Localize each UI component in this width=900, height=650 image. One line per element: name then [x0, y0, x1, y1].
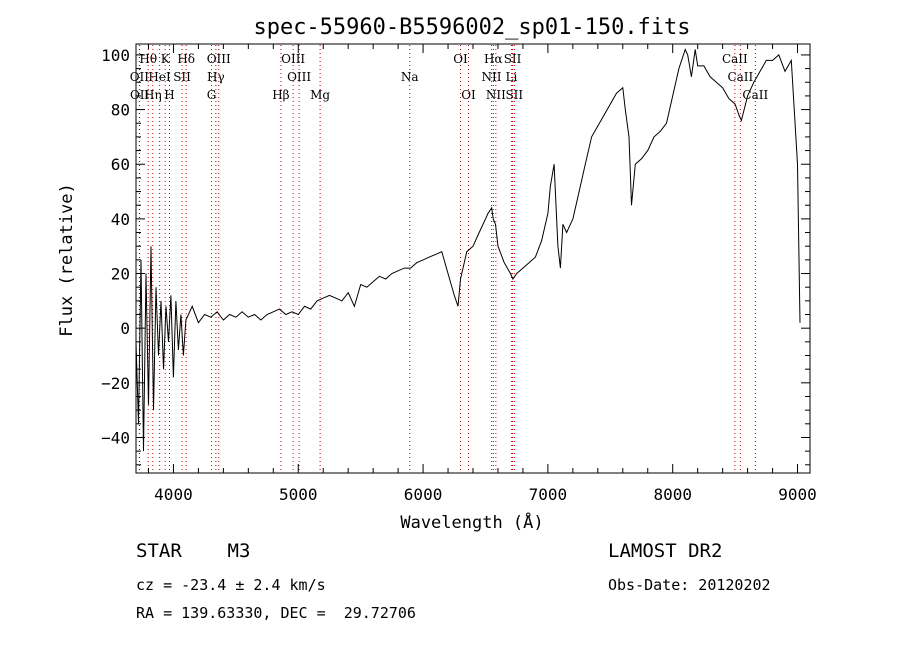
- object-class: STAR M3: [136, 540, 250, 562]
- line-marker-label: OIII: [281, 52, 305, 66]
- x-tick-label: 5000: [279, 485, 318, 504]
- line-marker-label: CaII: [742, 88, 768, 102]
- line-marker-label: G: [207, 88, 217, 102]
- line-marker-label: OII: [130, 70, 150, 84]
- x-tick-label: 9000: [778, 485, 817, 504]
- line-marker-label: SII: [504, 52, 522, 66]
- y-tick-label: 0: [120, 319, 130, 338]
- line-marker-label: OIII: [287, 70, 311, 84]
- x-axis-label: Wavelength (Å): [400, 511, 543, 533]
- line-marker-label: Hδ: [177, 52, 195, 66]
- chart-title: spec-55960-B5596002_sp01-150.fits: [253, 15, 690, 40]
- y-tick-label: 80: [111, 101, 130, 120]
- line-marker-label: H: [164, 88, 174, 102]
- x-tick-label: 7000: [529, 485, 568, 504]
- coordinates-label: RA = 139.63330, DEC = 29.72706: [136, 604, 416, 622]
- line-marker-label: Hη: [144, 88, 162, 102]
- plot-frame: [135, 43, 811, 474]
- y-tick-label: 100: [101, 46, 130, 65]
- line-marker-label: K: [161, 52, 171, 66]
- line-marker-label: Hα: [484, 52, 503, 66]
- class-label: STAR: [136, 540, 182, 562]
- flux-series-line: [135, 48, 801, 452]
- line-marker-label: OII: [130, 88, 150, 102]
- y-tick-label: 20: [111, 265, 130, 284]
- line-marker-label: SII: [173, 70, 191, 84]
- line-marker-label: OIII: [207, 52, 231, 66]
- line-markers: [138, 45, 756, 472]
- line-marker-label: NII: [481, 70, 501, 84]
- line-marker-label: Hθ: [139, 52, 157, 66]
- x-axis-ticks: 4000 5000 6000 7000 8000 9000: [147, 44, 817, 504]
- line-marker-label: CaII: [727, 70, 753, 84]
- line-marker-label: Hγ: [207, 70, 225, 84]
- redshift-label: cz = -23.4 ± 2.4 km/s: [136, 576, 326, 594]
- x-tick-label: 6000: [404, 485, 443, 504]
- line-marker-label: Li: [506, 70, 518, 84]
- line-marker-label: NII: [486, 88, 506, 102]
- x-tick-label: 8000: [653, 485, 692, 504]
- y-tick-label: 40: [111, 210, 130, 229]
- line-marker-label: Na: [401, 70, 419, 84]
- x-tick-label: 4000: [154, 485, 193, 504]
- line-marker-label: HeI: [148, 70, 171, 84]
- obs-date-label: Obs-Date: 20120202: [608, 576, 771, 594]
- line-marker-label: Mg: [310, 88, 330, 102]
- line-marker-label: CaII: [722, 52, 748, 66]
- subclass-label: M3: [227, 540, 251, 562]
- line-marker-label: SII: [505, 88, 523, 102]
- y-tick-label: −20: [101, 374, 130, 393]
- line-marker-label: OI: [461, 88, 476, 102]
- y-tick-label: −40: [101, 428, 130, 447]
- y-axis-label: Flux (relative): [57, 183, 77, 337]
- line-marker-label: OI: [453, 52, 468, 66]
- survey-label: LAMOST DR2: [608, 540, 723, 562]
- y-tick-label: 60: [111, 155, 130, 174]
- line-marker-label: Hβ: [272, 88, 289, 102]
- y-axis-ticks: −40 −20 0 20 40 60 80 100: [101, 46, 810, 466]
